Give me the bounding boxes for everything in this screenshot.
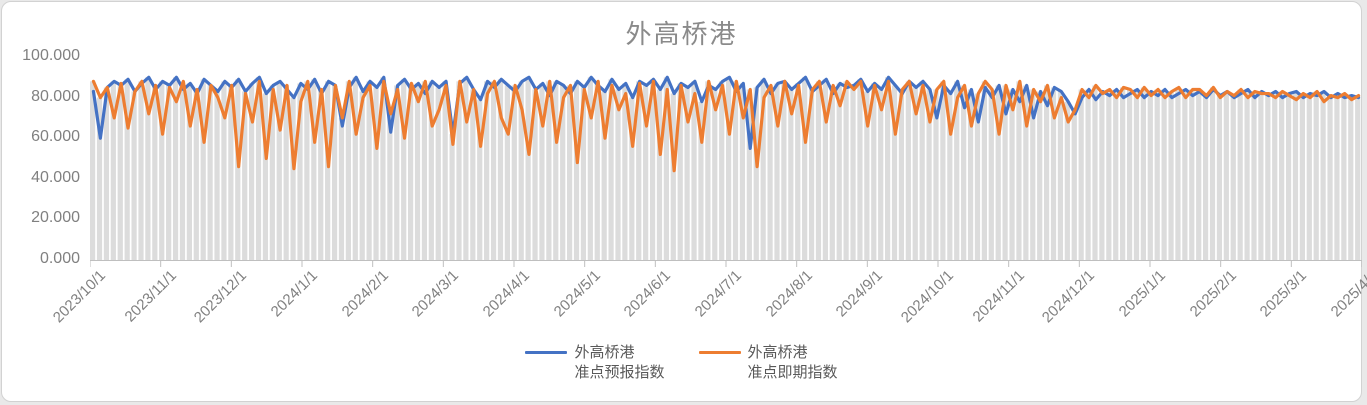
x-axis-label: 2024/12/1 xyxy=(1039,267,1099,327)
x-axis-label: 2024/10/1 xyxy=(897,267,958,327)
x-axis-label: 2025/3/1 xyxy=(1257,267,1311,321)
legend: 外高桥港 准点预报指数 外高桥港 准点即期指数 xyxy=(2,343,1361,384)
x-axis-label: 2024/1/1 xyxy=(267,267,322,321)
x-axis-label: 2023/10/1 xyxy=(49,267,110,327)
x-axis-label: 2023/11/1 xyxy=(121,267,180,326)
chart-title: 外高桥港 xyxy=(625,19,738,49)
y-axis-label: 80.000 xyxy=(31,87,80,105)
x-axis-label: 2024/5/1 xyxy=(550,267,604,321)
legend-label: 外高桥港 xyxy=(747,344,808,361)
x-axis-label: 2023/12/1 xyxy=(191,267,251,327)
y-axis-label: 100.000 xyxy=(22,47,80,64)
x-axis-label: 2024/9/1 xyxy=(833,267,887,321)
x-axis-label: 2024/8/1 xyxy=(762,267,816,321)
y-axis-label: 20.000 xyxy=(31,209,80,227)
x-axis-label: 2024/7/1 xyxy=(691,267,746,321)
legend-label: 外高桥港 xyxy=(574,344,635,361)
x-axis-label: 2024/2/1 xyxy=(338,267,392,321)
x-axis-label: 2025/2/1 xyxy=(1186,267,1240,321)
x-axis-label: 2025/4/1 xyxy=(1327,267,1367,321)
blue-line-swatch-icon xyxy=(525,351,568,354)
legend-item-forecast-index[interactable]: 外高桥港 准点预报指数 xyxy=(525,343,665,384)
y-axis-label: 60.000 xyxy=(31,128,80,146)
y-axis-label: 0.000 xyxy=(39,250,80,267)
orange-line-swatch-icon xyxy=(698,351,741,354)
x-axis-label: 2024/6/1 xyxy=(621,267,675,321)
legend-item-spot-index[interactable]: 外高桥港 准点即期指数 xyxy=(698,343,838,384)
x-axis-label: 2024/4/1 xyxy=(479,267,534,321)
legend-label: 准点即期指数 xyxy=(747,364,838,382)
x-axis-label: 2025/1/1 xyxy=(1115,267,1170,321)
plot-area[interactable] xyxy=(90,57,1362,269)
y-axis-label: 40.000 xyxy=(31,168,80,186)
legend-label: 准点预报指数 xyxy=(574,364,665,382)
x-axis-label: 2024/3/1 xyxy=(409,267,463,321)
x-axis-label: 2024/11/1 xyxy=(969,267,1028,326)
